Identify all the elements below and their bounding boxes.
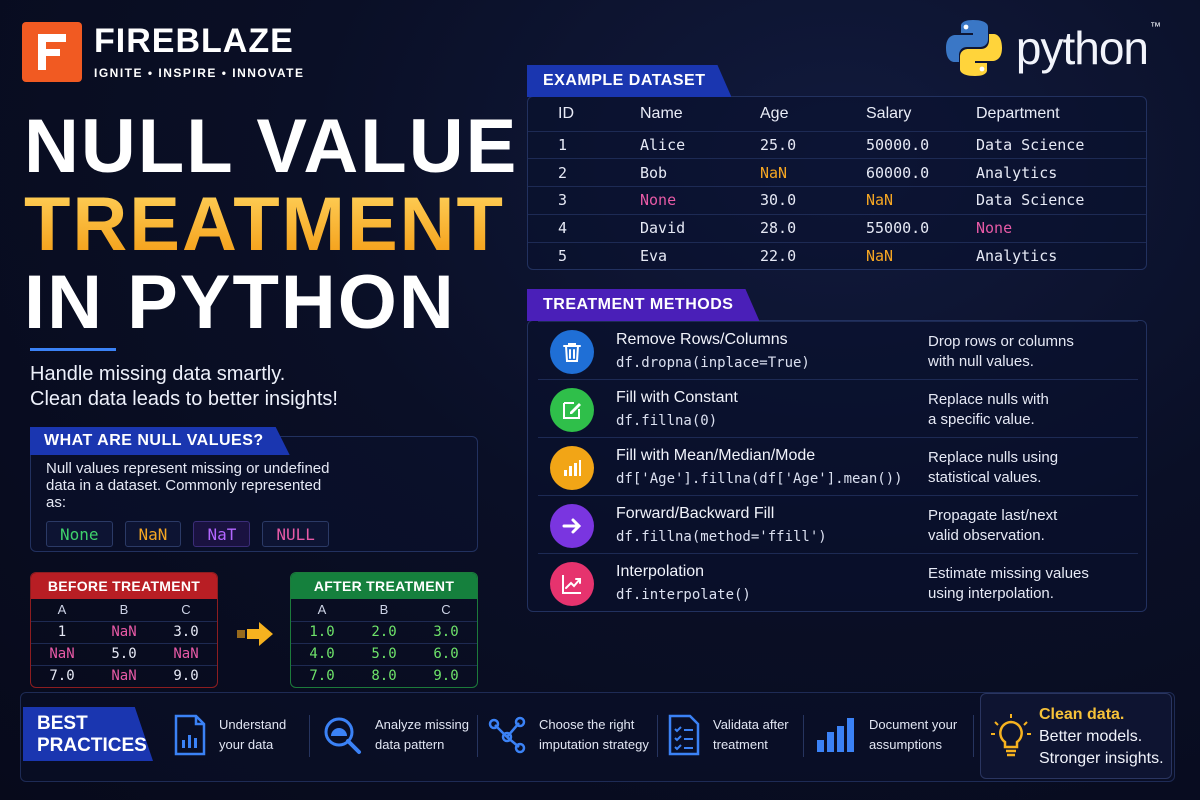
subtitle: Handle missing data smartly. Clean data … <box>30 363 338 410</box>
trend-icon <box>550 562 594 606</box>
chip-nan: NaN <box>124 521 182 547</box>
title-line-1: NULL VALUE <box>24 104 519 189</box>
table-row: 4.0 5.0 6.0 <box>291 642 477 665</box>
arrow-right-icon <box>237 622 273 646</box>
fireblaze-logo-icon <box>22 22 82 82</box>
before-heading: BEFORE TREATMENT <box>31 573 217 599</box>
table-row: 2 Bob NaN 60000.0 Analytics <box>528 158 1146 187</box>
table-row: NaN 5.0 NaN <box>31 642 217 665</box>
edit-icon <box>550 388 594 432</box>
title-line-3: IN PYTHON <box>24 260 456 345</box>
table-header-row: ID Name Age Salary Department <box>558 104 1060 122</box>
method-fill-constant: Fill with Constant df.fillna(0) Replace … <box>538 379 1138 437</box>
practice-validate: Validata after treatment <box>667 713 831 757</box>
divider <box>309 715 310 757</box>
null-values-panel: WHAT ARE NULL VALUES? Null values repres… <box>30 436 478 552</box>
document-chart-icon <box>174 714 206 756</box>
title-divider <box>30 348 116 351</box>
table-row: 4 David 28.0 55000.0 None <box>528 213 1146 243</box>
after-treatment-table: AFTER TREATMENT A B C 1.0 2.0 3.0 4.0 5.… <box>290 572 478 688</box>
dataset-heading: EXAMPLE DATASET <box>527 65 731 97</box>
method-fill-mean: Fill with Mean/Median/Mode df['Age'].fil… <box>538 437 1138 495</box>
lightbulb-icon <box>991 714 1031 757</box>
python-icon <box>945 20 1002 76</box>
treatment-methods-panel: TREATMENT METHODS Remove Rows/Columns df… <box>527 320 1147 612</box>
python-wordmark: python ™ <box>1015 21 1161 74</box>
brand-tagline: IGNITE • INSPIRE • INNOVATE <box>94 66 305 80</box>
practice-understand: Understand your data <box>173 713 337 757</box>
divider <box>973 715 974 757</box>
bars-icon <box>817 718 854 752</box>
best-practices-bar: BEST PRACTICES Understand your data Analy… <box>20 692 1175 782</box>
network-icon <box>488 716 526 754</box>
chip-none: None <box>46 521 113 547</box>
table-row: 1.0 2.0 3.0 <box>291 620 477 643</box>
arrow-right-icon <box>550 504 594 548</box>
table-row: 7.0 NaN 9.0 <box>31 664 217 687</box>
brand: FIREBLAZE IGNITE • INSPIRE • INNOVATE <box>22 22 304 82</box>
trash-icon <box>550 330 594 374</box>
practice-document: Document your assumptions <box>815 713 987 757</box>
chip-nat: NaT <box>193 521 251 547</box>
before-treatment-table: BEFORE TREATMENT A B C 1 NaN 3.0 NaN 5.0… <box>30 572 218 688</box>
table-row: 1 NaN 3.0 <box>31 620 217 643</box>
example-dataset-panel: EXAMPLE DATASET ID Name Age Salary Depar… <box>527 96 1147 270</box>
null-chips: None NaN NaT NULL <box>46 521 329 547</box>
divider <box>477 715 478 757</box>
methods-heading: TREATMENT METHODS <box>527 289 759 321</box>
table-row: 1 Alice 25.0 50000.0 Data Science <box>528 130 1146 159</box>
python-logo: python ™ <box>942 16 1161 80</box>
null-values-heading: WHAT ARE NULL VALUES? <box>30 427 290 455</box>
title-line-2: TREATMENT <box>24 186 518 264</box>
after-heading: AFTER TREATMENT <box>291 573 477 599</box>
practice-analyze: Analyze missing data pattern <box>321 713 493 757</box>
table-row: 3 None 30.0 NaN Data Science <box>528 186 1146 215</box>
chip-null: NULL <box>262 521 329 547</box>
method-interpolation: Interpolation df.interpolate() Estimate … <box>538 553 1138 611</box>
magnifier-icon <box>324 717 361 754</box>
bar-chart-icon <box>550 446 594 490</box>
closing-message: Clean data. Better models. Stronger insi… <box>980 693 1172 779</box>
best-practices-heading: BEST PRACTICES <box>23 707 153 761</box>
page-title: NULL VALUE TREATMENT IN PYTHON <box>24 108 518 342</box>
practice-choose: Choose the right imputation strategy <box>487 713 671 757</box>
table-row: 5 Eva 22.0 NaN Analytics <box>528 241 1146 270</box>
method-remove-rows: Remove Rows/Columns df.dropna(inplace=Tr… <box>538 321 1138 379</box>
divider <box>803 715 804 757</box>
checklist-icon <box>668 714 700 756</box>
brand-name: FIREBLAZE <box>94 22 294 60</box>
table-row: 7.0 8.0 9.0 <box>291 664 477 687</box>
dataset-table: ID Name Age Salary Department 1 Alice 25… <box>528 97 1146 270</box>
divider <box>657 715 658 757</box>
null-values-description: Null values represent missing or undefin… <box>46 460 330 511</box>
method-forward-fill: Forward/Backward Fill df.fillna(method='… <box>538 495 1138 553</box>
